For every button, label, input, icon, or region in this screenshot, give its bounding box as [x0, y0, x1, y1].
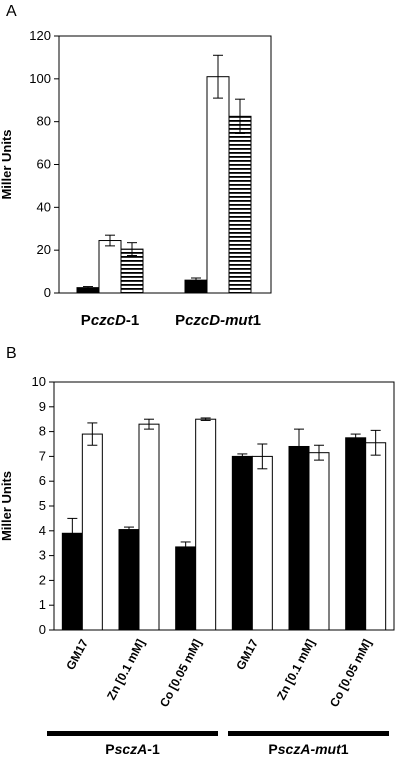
y-tick-label-b: 1: [39, 597, 46, 612]
panel-b-label: B: [6, 345, 17, 362]
bar-b: [288, 445, 310, 631]
y-tick-label-b: 9: [39, 399, 46, 414]
chart-a: 0 20 40 60 80 100 120 Miller Units PczcD-1 PczcD-…: [0, 28, 272, 329]
y-tick-label-b: 10: [32, 374, 46, 389]
y-tick-label-a: 60: [37, 157, 51, 172]
y-tick-label-a: 80: [37, 114, 51, 129]
bar-a: [98, 240, 122, 294]
category-label-a: PczcD-mut1: [175, 312, 261, 329]
y-tick-label-b: 6: [39, 473, 46, 488]
bar-b: [345, 437, 367, 631]
y-tick-label-b: 4: [39, 523, 46, 538]
group-bar-b: [228, 731, 389, 736]
y-axis-label-a: Miller Units: [0, 129, 14, 199]
bar-b: [365, 442, 387, 631]
category-label-b: Co [0.05 mM]: [157, 637, 204, 710]
y-tick-label-a: 20: [37, 242, 51, 257]
y-tick-label-a: 100: [29, 71, 51, 86]
category-label-b: GM17: [63, 637, 91, 673]
y-tick-label-b: 8: [39, 424, 46, 439]
category-label-b: Co [0.05 mM]: [327, 637, 374, 710]
bar-b: [251, 455, 273, 631]
bar-a: [206, 76, 230, 294]
y-tick-label-a: 120: [29, 28, 51, 43]
group-bar-b: [47, 731, 218, 736]
plot-area-b: [53, 381, 395, 631]
bar-b: [81, 433, 103, 631]
y-tick-label-b: 3: [39, 548, 46, 563]
bar-b: [231, 455, 253, 631]
group-label-b: PsczA-1: [105, 741, 160, 757]
y-tick-label-b: 2: [39, 572, 46, 587]
bar-b: [195, 418, 217, 631]
category-label-b: GM17: [233, 637, 261, 673]
panel-a-label: A: [6, 3, 17, 20]
y-tick-label-b: 7: [39, 448, 46, 463]
bar-b: [138, 423, 160, 631]
category-label-b: Zn [0.1 mM]: [104, 637, 148, 702]
bar-b: [308, 452, 330, 631]
y-tick-label-b: 0: [39, 622, 46, 637]
bar-b: [175, 546, 197, 631]
y-tick-label-a: 0: [44, 285, 51, 300]
bar-a: [228, 115, 252, 294]
y-axis-label-b: Miller Units: [0, 471, 14, 541]
bar-b: [118, 529, 140, 631]
group-label-b: PsczA-mut1: [268, 741, 348, 757]
y-tick-label-a: 40: [37, 199, 51, 214]
category-label-a: PczcD-1: [81, 312, 139, 329]
category-label-b: Zn [0.1 mM]: [274, 637, 318, 702]
y-tick-label-b: 5: [39, 498, 46, 513]
